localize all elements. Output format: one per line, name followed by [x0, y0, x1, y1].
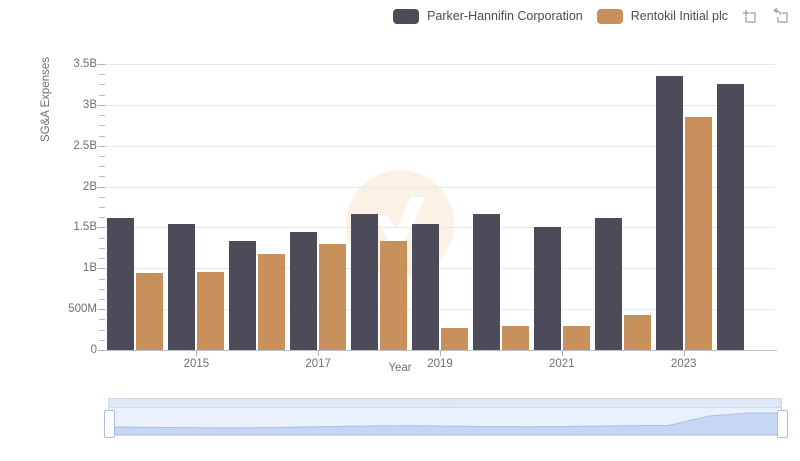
- y-axis-minor-tick: [99, 339, 105, 341]
- bar-rentokil-2014[interactable]: [136, 273, 164, 350]
- y-axis-tick-mark: [98, 309, 105, 311]
- y-axis-tick-label: 500M: [68, 303, 97, 316]
- plot-area: [105, 64, 775, 350]
- y-axis-minor-tick: [99, 207, 105, 208]
- y-axis-minor-tick: [99, 278, 105, 280]
- y-axis-minor-tick: [99, 217, 105, 219]
- x-axis-tick-label: 2017: [305, 358, 331, 370]
- legend-label: Rentokil Initial plc: [630, 9, 728, 23]
- chart-legend: Parker-Hannifin Corporation Rentokil Ini…: [0, 0, 800, 32]
- chart-canvas: SG&A Expenses Year 0 500M 1B 1.5B 2B 2.5B 3B 3.…: [0, 32, 800, 385]
- y-axis-tick-mark: [98, 145, 105, 147]
- y-axis-minor-tick: [99, 155, 105, 157]
- y-axis-minor-tick: [99, 84, 105, 86]
- bar-parker-2015[interactable]: [168, 224, 196, 350]
- slider-preview-area-chart: [109, 412, 781, 435]
- chart-range-slider[interactable]: ⋮⋮: [104, 398, 788, 438]
- gridline: [105, 186, 775, 188]
- x-axis-tick-label: 2019: [427, 358, 453, 370]
- y-axis-minor-tick: [99, 125, 105, 127]
- x-axis-title: Year: [388, 362, 412, 374]
- y-axis-minor-tick: [99, 196, 105, 198]
- y-axis-minor-tick: [99, 135, 105, 137]
- gridline: [105, 64, 775, 65]
- bar-parker-2023[interactable]: [655, 76, 683, 350]
- bar-parker-2017[interactable]: [290, 232, 318, 350]
- y-axis-tick-label: 0: [90, 344, 97, 356]
- y-axis-tick-label: 1.5B: [73, 221, 97, 234]
- bar-parker-2019[interactable]: [412, 224, 439, 350]
- bar-rentokil-2019[interactable]: [441, 327, 468, 350]
- y-axis-tick-mark: [98, 350, 105, 351]
- slider-drag-bar[interactable]: ⋮⋮: [108, 398, 782, 408]
- y-axis-tick-label: 2B: [82, 180, 97, 193]
- x-axis-tick-mark: [561, 350, 563, 356]
- bar-rentokil-2022[interactable]: [623, 314, 651, 350]
- legend-swatch-icon: [596, 8, 623, 24]
- bar-parker-2018[interactable]: [351, 214, 379, 350]
- legend-item-series-1[interactable]: Rentokil Initial plc: [596, 8, 728, 24]
- add-series-icon[interactable]: [738, 5, 760, 27]
- legend-swatch-icon: [393, 8, 420, 24]
- x-axis-line: [105, 350, 777, 351]
- gridline: [105, 227, 775, 229]
- bar-parker-2020[interactable]: [472, 214, 500, 350]
- y-axis-tick-mark: [98, 227, 105, 229]
- y-axis-minor-tick: [99, 166, 105, 168]
- x-axis-tick-label: 2015: [183, 358, 210, 370]
- y-axis-tick-mark: [98, 268, 105, 270]
- x-axis-tick-label: 2023: [670, 358, 697, 370]
- x-axis-tick-mark: [318, 350, 320, 356]
- bar-rentokil-2016[interactable]: [258, 253, 286, 350]
- bar-rentokil-2017[interactable]: [319, 243, 347, 350]
- bar-parker-2016[interactable]: [229, 240, 257, 350]
- y-axis-tick-mark: [98, 104, 105, 106]
- y-axis-tick-mark: [98, 64, 105, 65]
- bar-parker-2014[interactable]: [107, 217, 135, 350]
- bar-rentokil-2021[interactable]: [562, 326, 590, 350]
- bar-parker-2024[interactable]: [716, 84, 744, 350]
- y-axis-minor-tick: [99, 247, 105, 249]
- slider-preview-track[interactable]: [108, 408, 782, 436]
- bar-rentokil-2020[interactable]: [501, 325, 529, 350]
- legend-item-series-0[interactable]: Parker-Hannifin Corporation: [393, 8, 583, 24]
- x-axis-tick-mark: [683, 350, 685, 356]
- gridline: [105, 145, 775, 147]
- y-axis-tick-label: 3B: [82, 98, 97, 111]
- y-axis-title: SG&A Expenses: [40, 56, 52, 142]
- x-axis-tick-mark: [196, 350, 198, 356]
- range-start-handle[interactable]: [104, 410, 115, 438]
- y-axis-minor-tick: [99, 319, 105, 321]
- undo-icon[interactable]: [770, 5, 792, 27]
- y-axis-tick-label: 2.5B: [73, 139, 97, 152]
- y-axis-minor-tick: [99, 94, 105, 96]
- y-axis-minor-tick: [99, 74, 105, 76]
- bar-parker-2021[interactable]: [533, 226, 561, 350]
- y-axis-minor-tick: [99, 298, 105, 300]
- bar-rentokil-2015[interactable]: [197, 271, 225, 350]
- bar-parker-2022[interactable]: [594, 217, 622, 350]
- x-axis-tick-label: 2021: [549, 358, 575, 370]
- legend-label: Parker-Hannifin Corporation: [427, 9, 583, 23]
- y-axis-tick-mark: [98, 186, 105, 188]
- y-axis-minor-tick: [99, 115, 105, 117]
- y-axis-minor-tick: [99, 237, 105, 239]
- y-axis-minor-tick: [99, 288, 105, 290]
- range-end-handle[interactable]: [777, 410, 788, 438]
- y-axis-minor-tick: [99, 258, 105, 260]
- y-axis-tick-label: 1B: [82, 262, 97, 275]
- y-axis-minor-tick: [99, 329, 105, 331]
- bar-rentokil-2018[interactable]: [380, 240, 408, 350]
- slider-grip-icon: ⋮⋮: [437, 401, 453, 408]
- gridline: [105, 104, 775, 106]
- bar-rentokil-2023[interactable]: [684, 117, 712, 350]
- y-axis-tick-label: 3.5B: [73, 58, 97, 70]
- gridline: [105, 309, 775, 311]
- y-axis-minor-tick: [99, 176, 105, 178]
- x-axis-tick-mark: [440, 350, 441, 356]
- gridline: [105, 268, 775, 270]
